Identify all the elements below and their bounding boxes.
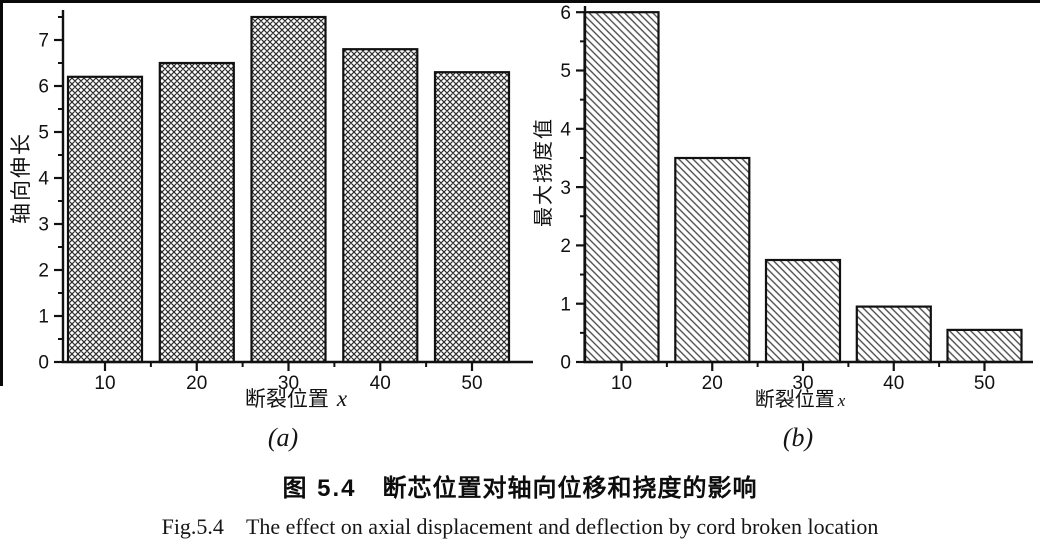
bar-a-40 <box>342 48 419 364</box>
y-axis-title-a: 轴向伸长 <box>10 132 33 224</box>
ytick-label-b-5: 5 <box>560 61 571 82</box>
figure-caption-zh: 图 5.4 断芯位置对轴向位移和挠度的影响 <box>0 468 1040 503</box>
ytick-label-a-0: 0 <box>38 353 49 374</box>
bar-b-20 <box>674 156 751 364</box>
ytick-label-a-6: 6 <box>38 77 49 98</box>
figure-caption-en-text: The effect on axial displacement and def… <box>245 514 879 539</box>
scan-border-top <box>0 0 1040 3</box>
ytick-label-a-1: 1 <box>38 307 49 328</box>
ytick-label-b-2: 2 <box>560 236 571 257</box>
ytick-label-b-6: 6 <box>560 3 571 24</box>
ytick-label-a-3: 3 <box>38 215 49 236</box>
xtick-label-b-30: 30 <box>792 373 813 394</box>
bar-b-10 <box>583 11 660 364</box>
panel-label-b: (b) <box>782 423 814 452</box>
xtick-label-a-20: 20 <box>186 373 207 394</box>
xtick-label-a-50: 50 <box>461 373 482 394</box>
ytick-label-b-0: 0 <box>560 353 571 374</box>
xtick-label-b-20: 20 <box>702 373 723 394</box>
x-axis-title-b: 断裂位置 x <box>755 388 846 411</box>
y-axis-title-b: 最大挠度值 <box>532 117 555 227</box>
bar-b-50 <box>946 328 1023 364</box>
ytick-label-a-5: 5 <box>38 123 49 144</box>
ytick-label-a-7: 7 <box>38 31 49 52</box>
bar-a-20 <box>158 61 235 364</box>
ytick-label-b-3: 3 <box>560 178 571 199</box>
xtick-label-a-10: 10 <box>94 373 115 394</box>
figure-caption-zh-label: 图 5.4 <box>282 475 357 502</box>
x-axis-title-var-a: x <box>336 386 348 411</box>
ytick-label-a-4: 4 <box>38 169 49 190</box>
bar-b-40 <box>855 305 932 364</box>
xtick-label-a-30: 30 <box>278 373 299 394</box>
figure-caption-zh-text: 断芯位置对轴向位移和挠度的影响 <box>382 475 758 502</box>
xtick-label-b-10: 10 <box>611 373 632 394</box>
ytick-label-b-4: 4 <box>560 119 571 140</box>
x-axis-title-var-b: x <box>837 391 846 410</box>
x-axis-title-text-a: 断裂位置 <box>245 388 329 411</box>
bar-a-30 <box>250 15 327 364</box>
bar-b-30 <box>764 258 842 364</box>
figure-caption-en-label: Fig.5.4 <box>161 514 224 539</box>
xtick-label-a-40: 40 <box>370 373 391 394</box>
xtick-label-b-50: 50 <box>974 373 995 394</box>
ytick-label-b-1: 1 <box>560 294 571 315</box>
xtick-label-b-40: 40 <box>883 373 904 394</box>
panel-label-a: (a) <box>267 423 299 452</box>
bar-a-50 <box>433 71 511 364</box>
bar-a-10 <box>66 75 144 364</box>
figure-caption-en: Fig.5.4 The effect on axial displacement … <box>0 514 1040 540</box>
x-axis-title-text-b: 断裂位置 <box>755 388 835 411</box>
scan-border-left <box>0 0 3 386</box>
ytick-label-a-2: 2 <box>38 261 49 282</box>
x-axis-title-a: 断裂位置 x <box>245 386 348 411</box>
